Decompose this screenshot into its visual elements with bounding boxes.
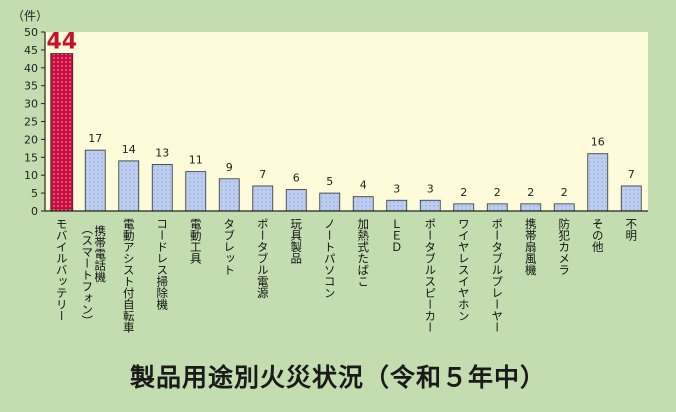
bar-value-label: 17 xyxy=(88,132,102,145)
bar-value-label: 13 xyxy=(155,146,169,159)
category-label: ポータブルプレーヤー xyxy=(490,218,504,333)
y-tick-label: 50 xyxy=(24,26,38,39)
y-tick-label: 45 xyxy=(24,44,38,57)
bar-value-label: 3 xyxy=(393,182,400,195)
bar xyxy=(151,164,173,212)
bar-value-label: 3 xyxy=(427,182,434,195)
bar-value-label: 16 xyxy=(591,136,605,149)
bar xyxy=(553,203,575,212)
bar xyxy=(386,199,408,212)
bar xyxy=(319,192,341,212)
bar-value-label: 5 xyxy=(326,175,333,188)
y-tick-label: 0 xyxy=(31,205,38,218)
bar xyxy=(84,149,106,212)
bar-value-label: 7 xyxy=(628,168,635,181)
bar xyxy=(587,153,609,212)
category-label: 携帯電話機 xyxy=(93,224,107,283)
y-tick-label: 30 xyxy=(24,98,38,111)
y-tick-label: 5 xyxy=(31,187,38,200)
category-label: 玩具製品 xyxy=(289,218,303,264)
x-axis-labels: モバイルバッテリー 携帯電話機（スマートフォン） 電動アシスト付自転車 コードレス掃除… xyxy=(55,217,639,334)
bar-value-label: 2 xyxy=(494,186,501,199)
bar-value-label: 7 xyxy=(259,168,266,181)
category-label: 携帯扇風機 xyxy=(524,217,538,276)
category-label: 電動工具 xyxy=(189,218,203,264)
bar xyxy=(50,53,74,212)
category-label: ノートパソコン xyxy=(323,218,337,299)
bar xyxy=(620,185,642,212)
bar-value-label: 4 xyxy=(360,179,367,192)
bar xyxy=(520,203,542,212)
chart-title: 製品用途別火災状況（令和５年中） xyxy=(129,363,546,392)
bar xyxy=(252,185,274,212)
category-label: タブレット xyxy=(222,218,236,276)
category-label: ポータブルスピーカー xyxy=(423,218,437,333)
y-tick-label: 35 xyxy=(24,80,38,93)
bar xyxy=(453,203,475,212)
bar-value-label: 44 xyxy=(46,29,77,54)
category-label: モバイルバッテリー xyxy=(55,218,69,322)
bar-value-label: 2 xyxy=(527,186,534,199)
category-label: コードレス掃除機 xyxy=(155,218,169,311)
plot-area xyxy=(45,32,648,211)
y-tick-label: 20 xyxy=(24,133,38,146)
bar xyxy=(118,160,140,212)
y-tick-label: 40 xyxy=(24,62,38,75)
y-tick-label: 15 xyxy=(24,151,38,164)
category-label: ＬＥＤ xyxy=(390,218,404,253)
bar-value-label: 2 xyxy=(561,186,568,199)
bar-value-label: 9 xyxy=(226,161,233,174)
category-label: ポータブル電源 xyxy=(256,218,270,299)
category-label: その他 xyxy=(591,218,605,253)
bar-value-label: 6 xyxy=(293,172,300,185)
bar xyxy=(352,196,374,212)
y-tick-label: 25 xyxy=(24,116,38,129)
category-label: 加熱式たばこ xyxy=(356,218,370,287)
category-label: ワイヤレスイヤホン xyxy=(457,218,471,322)
category-label: 不明 xyxy=(624,218,638,242)
y-axis-unit-label: （件） xyxy=(12,9,48,23)
bar xyxy=(185,171,207,212)
bar xyxy=(486,203,508,212)
category-label: 電動アシスト付自転車 xyxy=(122,218,136,334)
category-label: 防犯カメラ xyxy=(557,217,571,275)
bar-value-label: 14 xyxy=(122,143,136,156)
bar-value-label: 2 xyxy=(460,186,467,199)
bar-value-label: 11 xyxy=(189,154,203,167)
y-axis-ticks: 0 5 10 15 20 25 30 35 40 45 50 xyxy=(24,26,45,218)
bar xyxy=(419,199,441,212)
category-label-sub: （スマートフォン） xyxy=(80,223,94,327)
bar xyxy=(218,178,240,212)
bar xyxy=(285,189,307,212)
y-tick-label: 10 xyxy=(24,169,38,182)
